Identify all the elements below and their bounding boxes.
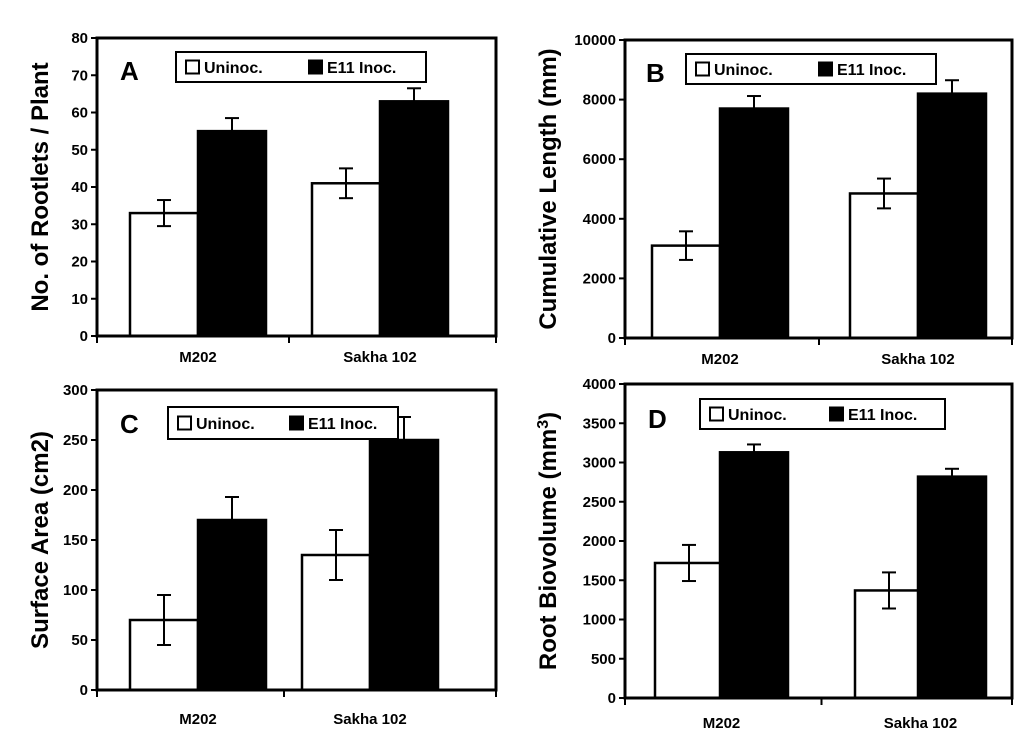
legend: Uninoc. E11 Inoc. (685, 53, 937, 85)
y-axis-label: Root Biovolume (mm3) (535, 412, 563, 670)
y-tick-label: 1500 (583, 572, 616, 589)
legend-swatch-e11 (818, 61, 833, 77)
legend-swatch-uninoc (695, 61, 710, 77)
x-tick-label: Sakha 102 (333, 711, 406, 728)
bar (916, 475, 988, 700)
legend: Uninoc. E11 Inoc. (699, 398, 946, 430)
bar (718, 107, 790, 340)
y-axis-label: Surface Area (cm2) (27, 431, 54, 649)
y-tick-label: 500 (591, 651, 616, 668)
bar (718, 451, 790, 700)
legend-swatch-e11 (829, 406, 844, 422)
y-axis-label-superscript: 3 (535, 420, 552, 429)
legend-box (167, 406, 399, 440)
bar (368, 438, 440, 692)
legend-box (175, 51, 427, 83)
bar (128, 211, 200, 338)
panel-label: A (120, 56, 139, 86)
y-axis-label-end: ) (535, 412, 562, 420)
legend-box (699, 398, 946, 430)
y-tick-label: 80 (71, 30, 88, 47)
y-tick-label: 2500 (583, 494, 616, 511)
panel-label: B (646, 58, 665, 88)
chart-panel-d: 0 500 1000 1500 2000 2500 3000 3500 4000 M202 Sakh… (535, 376, 1014, 732)
legend-swatch-e11 (308, 59, 323, 75)
y-tick-label: 150 (63, 532, 88, 549)
bar (653, 561, 725, 700)
y-tick-label: 30 (71, 216, 88, 233)
legend-box (685, 53, 937, 85)
legend-label-uninoc: Uninoc. (196, 416, 255, 433)
y-tick-label: 4000 (583, 376, 616, 393)
y-tick-label: 10000 (574, 32, 616, 49)
legend-label-uninoc: Uninoc. (728, 407, 787, 424)
legend-label-uninoc: Uninoc. (204, 60, 263, 77)
y-tick-label: 10 (71, 291, 88, 308)
y-tick-label: 3000 (583, 455, 616, 472)
panel-label: D (648, 404, 667, 434)
legend-swatch-uninoc (185, 59, 200, 75)
y-tick-label: 60 (71, 105, 88, 122)
y-tick-label: 50 (71, 632, 88, 649)
x-tick-label: M202 (703, 715, 741, 732)
legend-swatch-uninoc (177, 415, 192, 431)
y-axis-label: Cumulative Length (mm) (535, 48, 562, 329)
y-tick-label: 4000 (583, 211, 616, 228)
bar (378, 100, 450, 338)
y-tick-label: 100 (63, 582, 88, 599)
y-tick-label: 40 (71, 179, 88, 196)
y-tick-label: 2000 (583, 533, 616, 550)
y-tick-label: 50 (71, 142, 88, 159)
bar (310, 182, 382, 338)
y-axis-label-text: Surface Area (cm2) (27, 431, 54, 649)
legend-label-e11: E11 Inoc. (837, 62, 906, 79)
y-tick-label: 250 (63, 432, 88, 449)
bar (848, 192, 920, 340)
legend-label-e11: E11 Inoc. (308, 416, 377, 433)
y-tick-label: 8000 (583, 92, 616, 109)
y-tick-label: 200 (63, 482, 88, 499)
y-tick-label: 0 (608, 330, 616, 347)
legend-swatch-uninoc (709, 406, 724, 422)
y-axis-label-text: Root Biovolume (mm (535, 429, 562, 670)
y-tick-label: 0 (80, 682, 88, 699)
bar (916, 92, 988, 340)
y-tick-label: 1000 (583, 612, 616, 629)
x-tick-label: Sakha 102 (884, 715, 957, 732)
x-tick-label: M202 (179, 349, 217, 366)
y-tick-label: 300 (63, 382, 88, 399)
y-tick-label: 20 (71, 254, 88, 271)
y-axis-label-text: No. of Rootlets / Plant (27, 62, 54, 311)
chart-panel-c: 0 50 100 150 200 250 300 M202 Sakha 102 Surface A… (27, 382, 498, 728)
legend-label-e11: E11 Inoc. (327, 60, 396, 77)
bar (196, 129, 268, 338)
x-tick-label: Sakha 102 (881, 351, 954, 368)
legend-swatch-e11 (289, 415, 304, 431)
legend: Uninoc. E11 Inoc. (167, 406, 399, 440)
y-tick-label: 6000 (583, 151, 616, 168)
panel-label: C (120, 409, 139, 439)
y-tick-label: 2000 (583, 270, 616, 287)
y-axis-label: No. of Rootlets / Plant (27, 62, 54, 311)
legend-label-uninoc: Uninoc. (714, 62, 773, 79)
x-tick-label: Sakha 102 (343, 349, 416, 366)
y-tick-label: 0 (80, 328, 88, 345)
y-axis-label-text: Cumulative Length (mm) (535, 48, 562, 329)
x-tick-label: M202 (701, 351, 739, 368)
bar (196, 518, 268, 692)
y-tick-label: 70 (71, 67, 88, 84)
x-tick-label: M202 (179, 711, 217, 728)
y-tick-label: 3500 (583, 415, 616, 432)
legend: Uninoc. E11 Inoc. (175, 51, 427, 83)
legend-label-e11: E11 Inoc. (848, 407, 917, 424)
chart-panel-b: 0 2000 4000 6000 8000 10000 M202 Sakha 102 Cumul… (535, 32, 1014, 368)
chart-panel-a: 0 10 20 30 40 50 60 70 80 M202 Sakha 102 No. of Roo… (27, 30, 498, 366)
y-tick-label: 0 (608, 690, 616, 707)
